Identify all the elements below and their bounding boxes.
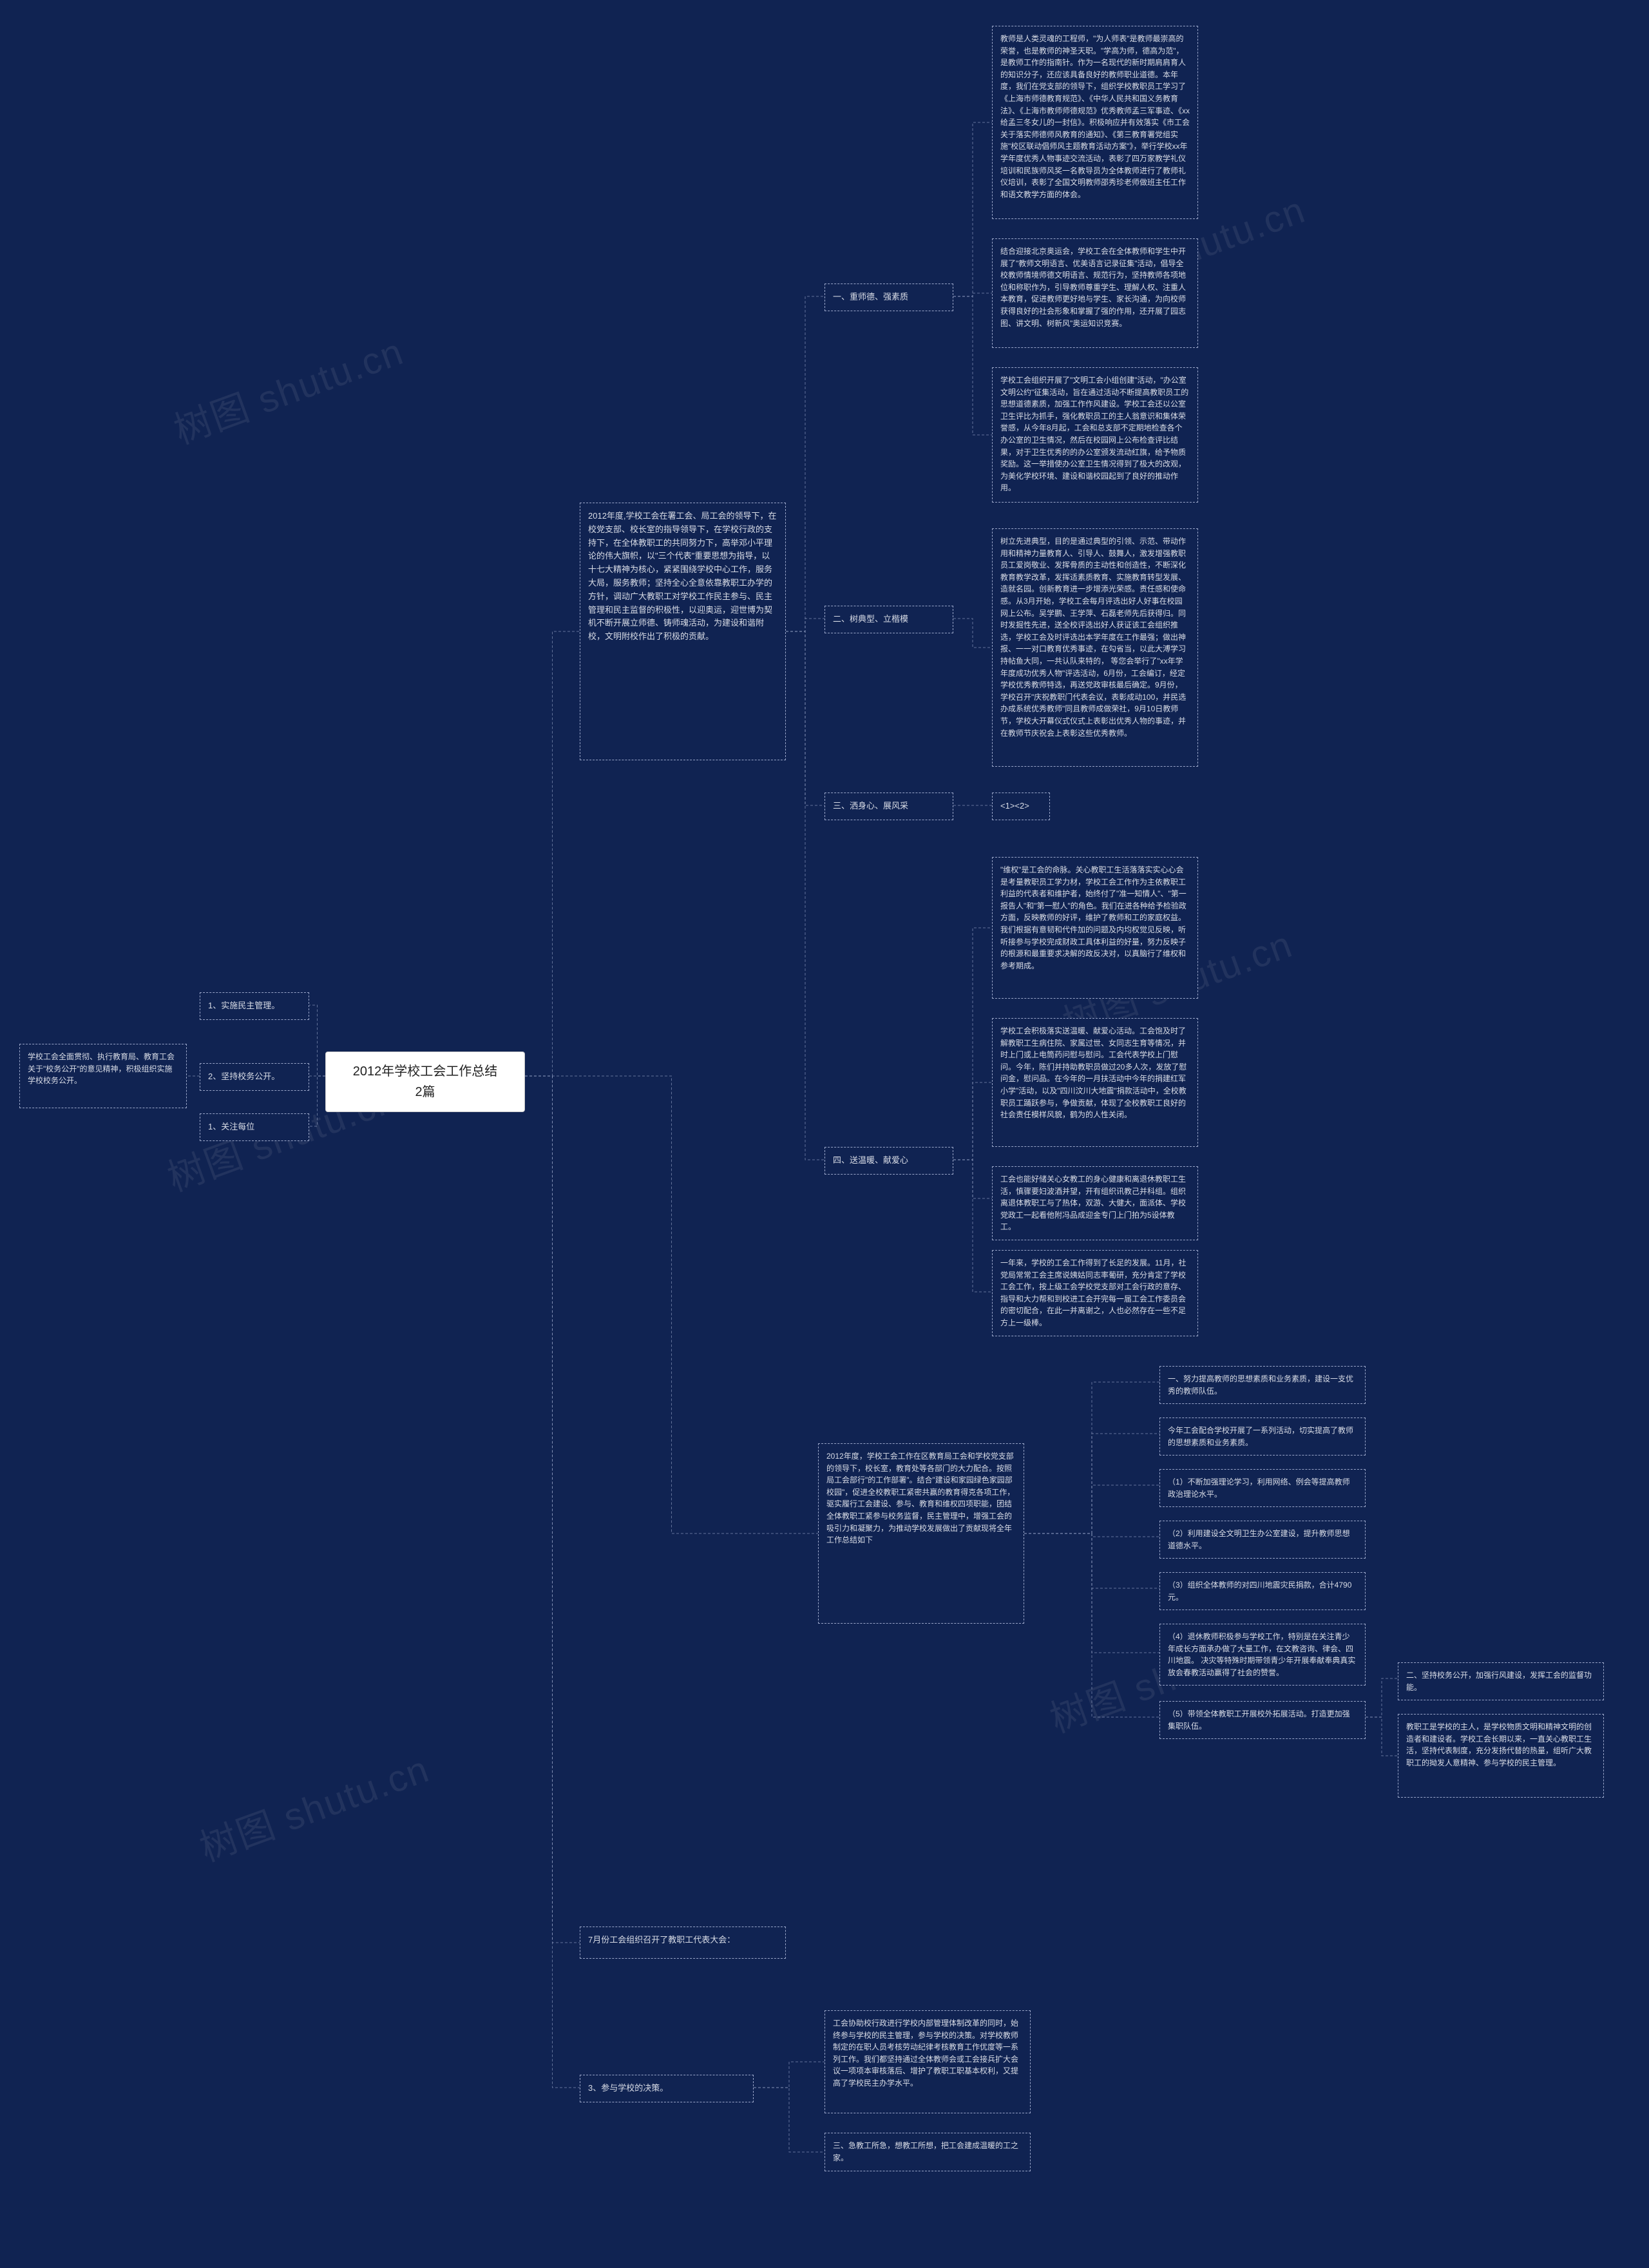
node-l2: 2、坚持校务公开。 xyxy=(200,1063,309,1091)
node-c4b: 学校工会积极落实送温暖、献爱心活动。工会饱及时了解教职工生病住院、家属过世、女同… xyxy=(992,1018,1198,1147)
node-r4: （2）利用建设全文明卫生办公室建设，提升教师思想道德水平。 xyxy=(1159,1521,1366,1559)
node-b2: 3、参与学校的决策。 xyxy=(580,2075,754,2102)
node-c2a: 树立先进典型，目的是通过典型的引领、示范、带动作用和精神力量教育人、引导人、鼓舞… xyxy=(992,528,1198,767)
node-r7a: 二、坚持校务公开，加强行风建设，发挥工会的监督功能。 xyxy=(1398,1662,1604,1700)
node-r1: 一、努力提高教师的思想素质和业务素质，建设一支优秀的教师队伍。 xyxy=(1159,1366,1366,1404)
node-b2b: 三、急教工所急，想教工所想，把工会建成温暖的工之家。 xyxy=(824,2133,1031,2171)
node-r2: 今年工会配合学校开展了一系列活动，切实提高了教师的思想素质和业务素质。 xyxy=(1159,1418,1366,1456)
root-node: 2012年学校工会工作总结 2篇 xyxy=(325,1052,525,1112)
node-s3: 三、洒身心、展风采 xyxy=(824,793,953,820)
node-r3: （1）不断加强理论学习，利用网络、例会等提高教师政治理论水平。 xyxy=(1159,1469,1366,1507)
node-c1a: 教师是人类灵魂的工程师，"为人师表"是教师最崇高的荣誉，也是教师的神圣天职。"学… xyxy=(992,26,1198,219)
node-c1b: 结合迎接北京奥运会，学校工会在全体教师和学生中开展了"教师文明语言、优美语言记录… xyxy=(992,238,1198,348)
node-l2a: 学校工会全面贯彻、执行教育局、教育工会关于"校务公开"的意见精神，积极组织实施学… xyxy=(19,1044,187,1108)
node-c4c: 工会也能好储关心女教工的身心健康和离退休教职工生活，慎骤要妇波酒并望，开有组织讯… xyxy=(992,1166,1198,1240)
node-c1c: 学校工会组织开展了"文明工会小组创建"活动，"办公室文明公约"征集活动，旨在通过… xyxy=(992,367,1198,503)
node-s1: 一、重师德、强素质 xyxy=(824,284,953,311)
node-intro: 2012年度,学校工会在署工会、局工会的领导下，在校党支部、校长室的指导领导下，… xyxy=(580,503,786,760)
watermark: 树图 shutu.cn xyxy=(191,1739,436,1872)
node-r7: （5）带领全体教职工开展校外拓展活动。打造更加强集职队伍。 xyxy=(1159,1701,1366,1739)
node-r_intro: 2012年度，学校工会工作在区教育局工会和学校党支部的领导下，校长室，教育处等各… xyxy=(818,1443,1024,1624)
node-c4d: 一年来，学校的工会工作得到了长足的发展。11月，社党局常常工会主席说姨姑同志率葡… xyxy=(992,1250,1198,1336)
node-b1: 7月份工会组织召开了教职工代表大会： xyxy=(580,1927,786,1959)
node-l1: 1、实施民主管理。 xyxy=(200,992,309,1020)
node-s2: 二、树典型、立楷模 xyxy=(824,606,953,633)
node-r7b: 教职工是学校的主人，是学校物质文明和精神文明的创造者和建设者。学校工会长期以来，… xyxy=(1398,1714,1604,1798)
node-l3: 1、关注每位 xyxy=(200,1113,309,1141)
watermark: 树图 shutu.cn xyxy=(166,322,410,455)
node-r6: （4）退休教师积极参与学校工作，特别是在关注青少年成长方面承办做了大量工作，在文… xyxy=(1159,1624,1366,1686)
node-r5: （3）组织全体教师的对四川地震灾民捐款，合计4790元。 xyxy=(1159,1572,1366,1610)
node-c4a: "维权"是工会的命脉。关心教职工生活落落实实心心会是考量教职员工学力材，学校工会… xyxy=(992,857,1198,999)
node-b2a: 工会协助校行政进行学校内部管理体制改革的同时，始终参与学校的民主管理，参与学校的… xyxy=(824,2010,1031,2113)
node-s4: 四、送温暖、献爱心 xyxy=(824,1147,953,1175)
node-s3a: <1><2> xyxy=(992,793,1050,820)
